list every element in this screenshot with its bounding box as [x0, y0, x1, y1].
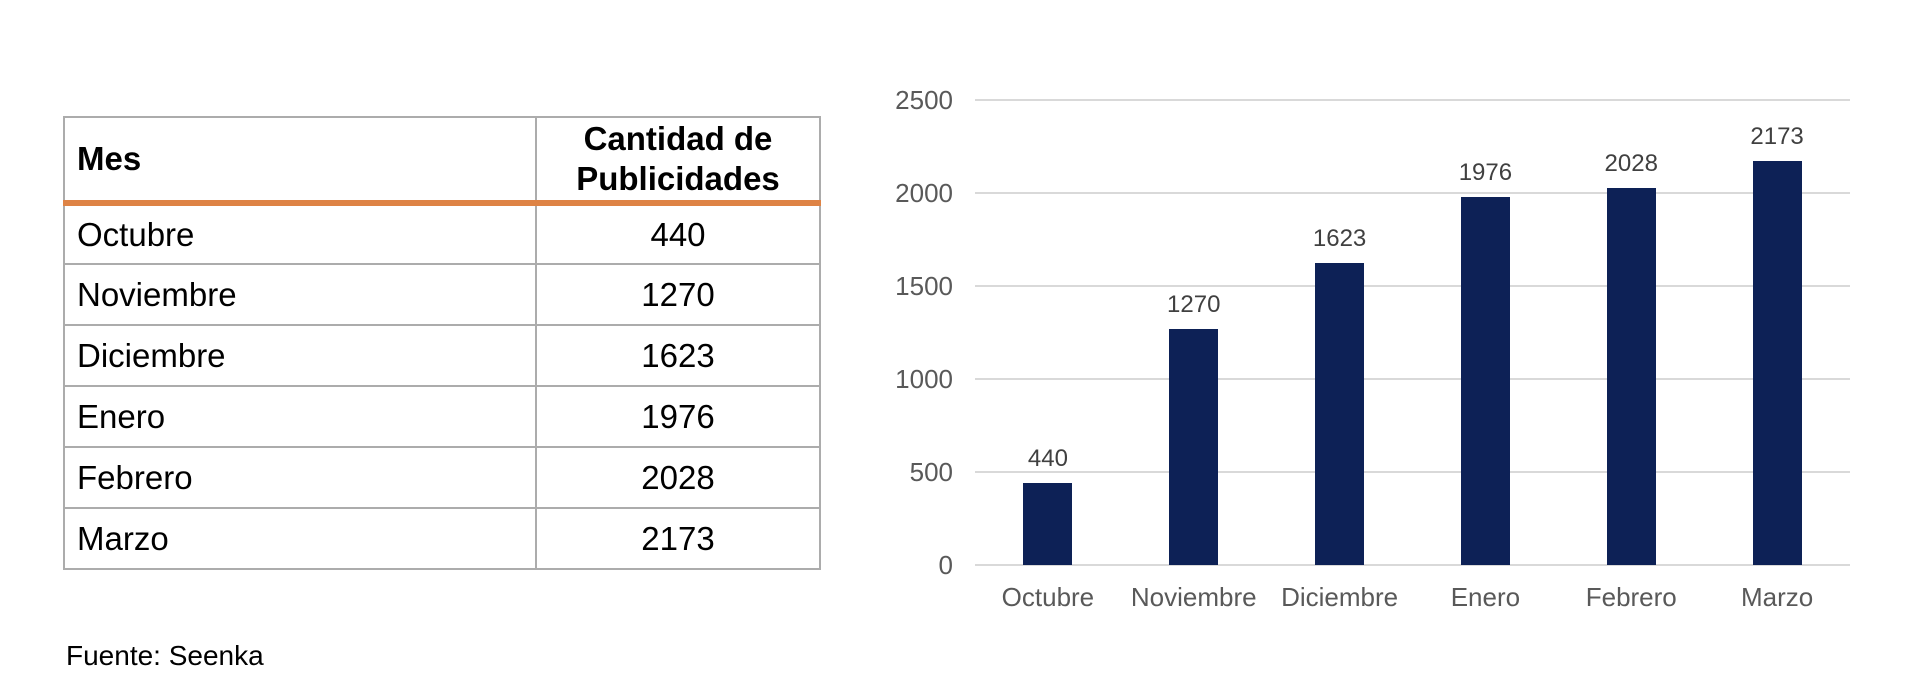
bar-value-label: 1976 [1458, 159, 1513, 187]
x-axis-tick-label: Octubre [1001, 582, 1095, 612]
month-cell: Noviembre [63, 263, 537, 326]
bar-value-label: 2173 [1750, 122, 1804, 150]
y-axis-tick-label: 1000 [895, 364, 953, 394]
gridline [975, 471, 1850, 473]
source-note: Fuente: Seenka [66, 640, 264, 671]
bar-value-label: 440 [1027, 445, 1068, 473]
month-cell: Febrero [63, 446, 537, 509]
value-cell: 1270 [535, 263, 821, 326]
y-axis-tick-label: 500 [909, 457, 953, 487]
gridline [975, 564, 1850, 566]
bar-value-label: 1623 [1312, 225, 1367, 253]
value-cell: 440 [535, 202, 821, 265]
x-axis-tick-label: Noviembre [1130, 582, 1257, 612]
y-axis-tick-label: 1500 [895, 271, 953, 301]
table-row: Febrero 2028 [63, 446, 821, 509]
table-row: Marzo 2173 [63, 507, 821, 570]
month-cell: Enero [63, 385, 537, 448]
bar [1169, 328, 1219, 565]
x-axis-tick-label: Diciembre [1281, 582, 1399, 612]
bar-value-label: 1270 [1167, 290, 1221, 318]
bar [1752, 160, 1802, 565]
gridline [975, 99, 1850, 101]
x-axis-tick-label: Marzo [1740, 582, 1814, 612]
value-cell: 2028 [535, 446, 821, 509]
column-header-cantidad-line1: Cantidad de [583, 120, 773, 157]
monthly-ads-table: Mes Cantidad de Publicidades Octubre 440… [63, 116, 821, 570]
gridline [975, 192, 1850, 194]
value-cell: 2173 [535, 507, 821, 570]
bar-chart: 0 500 1000 1500 2000 2500 440 Octubre 1270 Noviem… [895, 85, 1850, 612]
table-row: Enero 1976 [63, 385, 821, 448]
x-axis-tick-label: Febrero [1585, 582, 1677, 612]
table-header: Mes Cantidad de Publicidades [63, 116, 821, 206]
bar [1023, 483, 1073, 565]
bar-value-label: 2028 [1604, 149, 1658, 177]
bar [1606, 187, 1656, 565]
x-axis-tick-label: Enero [1450, 582, 1521, 612]
column-header-mes: Mes [63, 116, 537, 206]
column-header-cantidad: Cantidad de Publicidades [535, 116, 821, 206]
month-cell: Diciembre [63, 324, 537, 387]
y-axis-tick-label: 2500 [895, 85, 953, 115]
table-body: Octubre 440 Noviembre 1270 Diciembre 162… [63, 202, 821, 570]
value-cell: 1976 [535, 385, 821, 448]
gridline [975, 378, 1850, 380]
y-axis-tick-label: 0 [938, 550, 953, 580]
y-axis-tick-label: 2000 [895, 178, 953, 208]
table-header-row: Mes Cantidad de Publicidades [63, 116, 821, 206]
table-row: Noviembre 1270 [63, 263, 821, 326]
table-row: Diciembre 1623 [63, 324, 821, 387]
bar [1460, 197, 1510, 565]
month-cell: Octubre [63, 202, 537, 265]
column-header-cantidad-line2: Publicidades [576, 160, 780, 197]
gridline [975, 285, 1850, 287]
value-cell: 1623 [535, 324, 821, 387]
month-cell: Marzo [63, 507, 537, 570]
bar [1315, 263, 1365, 565]
table-row: Octubre 440 [63, 202, 821, 265]
